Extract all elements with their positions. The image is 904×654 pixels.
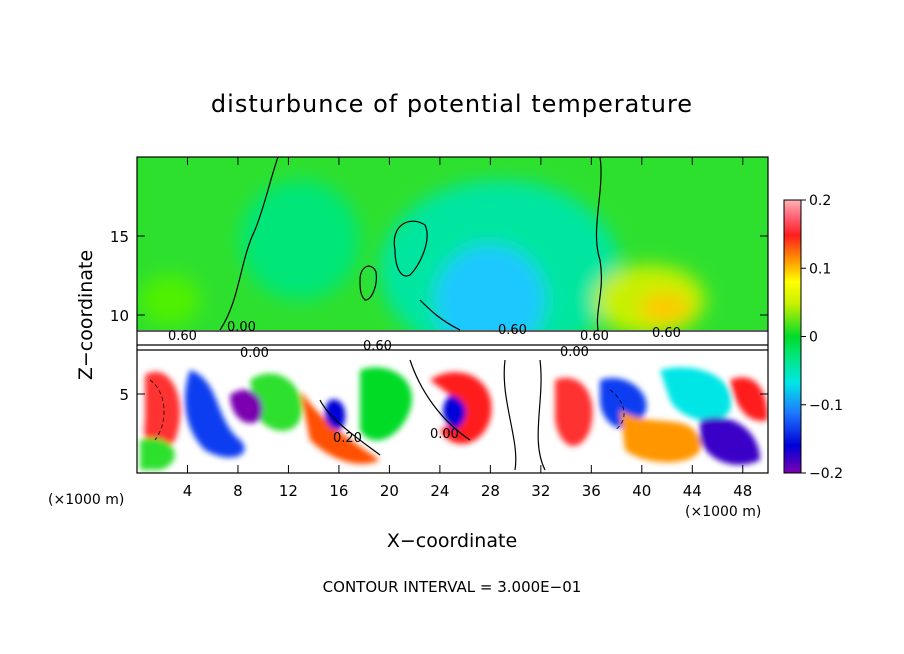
contour-label: 0.60 [168, 329, 197, 344]
contour-label: 0.00 [560, 345, 589, 360]
contour-label: 0.00 [430, 427, 459, 442]
x-axis-label: X−coordinate [387, 530, 517, 552]
x-tick-label: 16 [329, 482, 348, 500]
colorbar-tick-label: −0.2 [809, 466, 843, 482]
y-tick-label: 10 [110, 307, 129, 325]
contour-label: 0.60 [363, 339, 392, 354]
contour-interval-note: CONTOUR INTERVAL = 3.000E−01 [323, 578, 582, 596]
x-tick-label: 12 [279, 482, 298, 500]
x-tick-label: 4 [183, 482, 193, 500]
colorbar-tick-label: 0.1 [809, 261, 831, 277]
chart-title: disturbunce of potential temperature [211, 90, 693, 118]
contour-label: 0.00 [240, 346, 269, 361]
y-tick-label: 5 [119, 386, 129, 404]
x-tick-label: 44 [683, 482, 702, 500]
x-axis: 4 8 12 16 20 24 28 32 36 40 44 48 [183, 157, 752, 500]
contour-label: 0.00 [227, 320, 256, 335]
x-tick-label: 28 [481, 482, 500, 500]
colorbar-ticks: 0.2 0.1 0 −0.1 −0.2 [801, 193, 843, 482]
colorbar [783, 199, 802, 474]
y-tick-label: 15 [110, 228, 129, 246]
x-tick-label: 24 [430, 482, 449, 500]
colorbar-tick-label: −0.1 [809, 398, 843, 414]
colorbar-tick-label: 0.2 [809, 193, 831, 209]
y-axis-label: Z−coordinate [75, 250, 97, 380]
x-unit-left: (×1000 m) [48, 492, 124, 508]
contour-label: 0.20 [333, 431, 362, 446]
x-tick-label: 20 [380, 482, 399, 500]
y-axis: 5 10 15 [110, 228, 768, 404]
x-tick-label: 36 [582, 482, 601, 500]
contour-label: 0.60 [580, 329, 609, 344]
x-unit-right: (×1000 m) [685, 504, 761, 520]
x-tick-label: 48 [733, 482, 752, 500]
heatmap-field: 0.60 0.00 0.60 0.00 0.60 0.60 0.00 0.60 … [137, 157, 768, 473]
x-tick-label: 40 [632, 482, 651, 500]
contour-label: 0.60 [498, 323, 527, 338]
x-tick-label: 8 [233, 482, 243, 500]
contour-label: 0.60 [652, 326, 681, 341]
colorbar-tick-label: 0 [809, 330, 818, 346]
x-tick-label: 32 [531, 482, 550, 500]
